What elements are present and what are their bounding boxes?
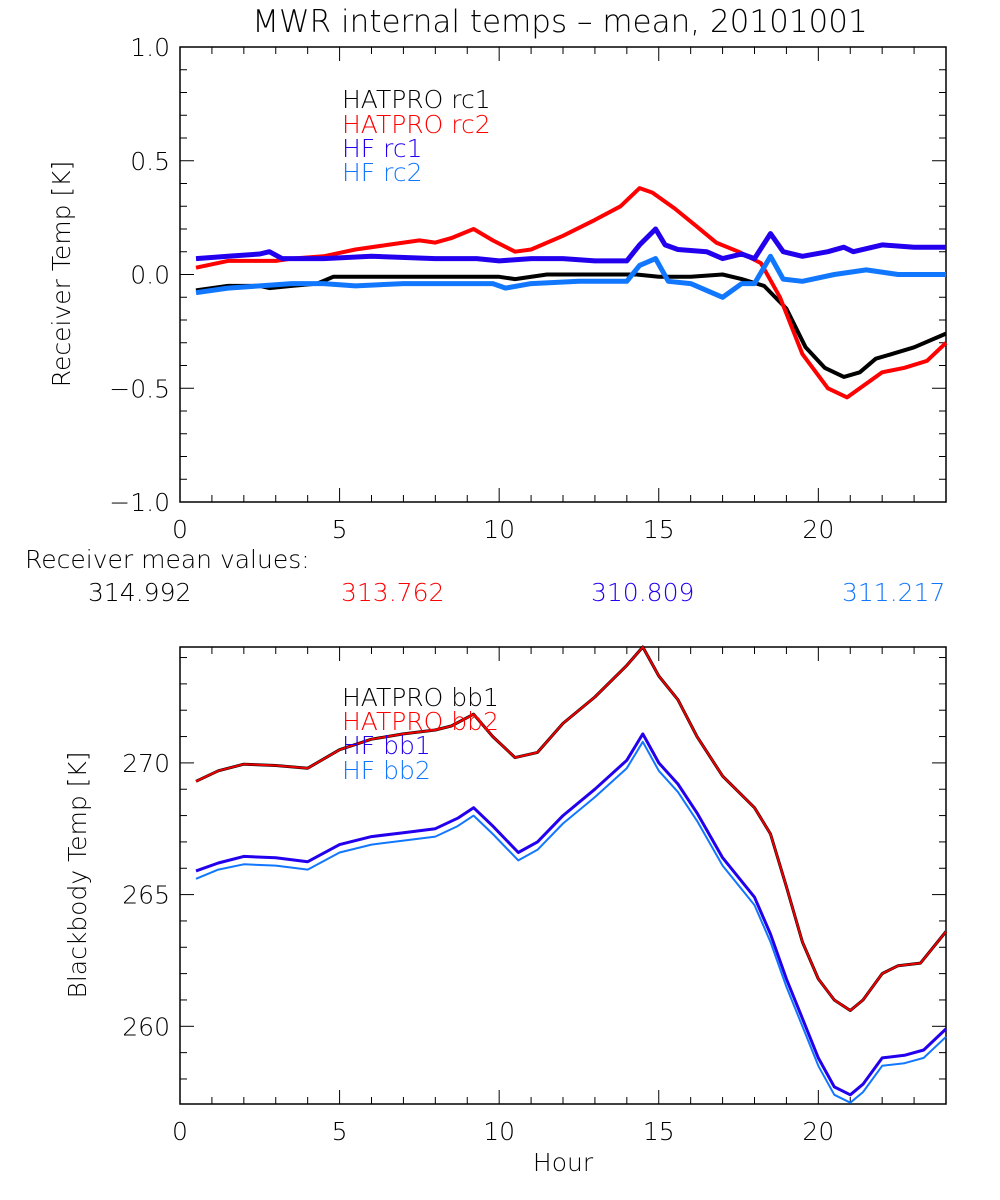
x-tick-label: 20 <box>802 1117 834 1146</box>
bottom-series-hatpro-bb2 <box>195 646 947 1012</box>
legend-hf-rc1: HF rc1 <box>342 134 423 163</box>
y-tick-label: 0.0 <box>130 261 170 290</box>
bottom-series <box>195 645 948 1104</box>
x-tick-label: 15 <box>643 1117 675 1146</box>
bottom-series-hatpro-bb1 <box>195 645 948 1012</box>
y-tick-label: 270 <box>122 749 170 778</box>
x-tick-label: 20 <box>802 515 834 544</box>
y-tick-label: 260 <box>122 1012 170 1041</box>
x-tick-label: 0 <box>172 1117 188 1146</box>
receiver-mean-label: Receiver mean values: <box>25 545 310 574</box>
bottom-series-hf-bb1 <box>195 732 948 1097</box>
x-tick-label: 0 <box>172 515 188 544</box>
bottom-plot-frame <box>179 646 947 1105</box>
bottom-ticks: 0 5 10 15 20 260 265 270 <box>122 647 947 1146</box>
receiver-mean-hf-rc1: 310.809 <box>591 578 694 607</box>
x-tick-label: 10 <box>483 515 515 544</box>
legend-hatpro-rc1: HATPRO rc1 <box>342 85 491 114</box>
legend-hatpro-bb1: HATPRO bb1 <box>342 683 499 712</box>
bottom-ylabel: Blackbody Temp [K] <box>63 751 92 998</box>
legend-hf-rc2: HF rc2 <box>342 158 423 187</box>
legend-hf-bb2: HF bb2 <box>342 756 431 785</box>
bottom-series-hf-bb2 <box>195 740 947 1104</box>
x-tick-label: 5 <box>332 1117 348 1146</box>
top-series-hatpro-rc2 <box>195 186 948 400</box>
receiver-mean-hf-rc2: 311.217 <box>842 578 945 607</box>
top-series-hf-rc1 <box>195 226 946 264</box>
bottom-panel: 0 5 10 15 20 260 265 270 Blackbody Temp [K] Hou… <box>63 645 948 1177</box>
top-ticks: 0 5 10 15 20 −1.0 −0.5 0.0 0.5 1.0 <box>109 33 947 544</box>
legend-hatpro-rc2: HATPRO rc2 <box>342 110 491 139</box>
top-ylabel: Receiver Temp [K] <box>47 161 76 388</box>
receiver-mean-hatpro-rc1: 314.992 <box>88 578 191 607</box>
chart-title: MWR internal temps – mean, 20101001 <box>252 4 867 40</box>
receiver-mean-hatpro-rc2: 313.762 <box>341 578 444 607</box>
legend-hatpro-bb2: HATPRO bb2 <box>342 707 499 736</box>
y-tick-label: 0.5 <box>130 147 170 176</box>
top-series <box>195 186 948 400</box>
bottom-xlabel: Hour <box>533 1148 594 1177</box>
top-series-hf-rc2 <box>195 253 946 300</box>
y-tick-label: −1.0 <box>109 488 170 517</box>
x-tick-label: 15 <box>643 515 675 544</box>
y-tick-label: 265 <box>122 881 170 910</box>
top-panel: 0 5 10 15 20 −1.0 −0.5 0.0 0.5 1.0 Receiver Temp … <box>47 33 948 544</box>
top-series-hatpro-rc1 <box>195 272 947 379</box>
legend-hf-bb1: HF bb1 <box>342 731 431 760</box>
top-legend: HATPRO rc1 HATPRO rc2 HF rc1 HF rc2 <box>342 85 491 187</box>
y-tick-label: 1.0 <box>130 33 170 62</box>
x-tick-label: 5 <box>332 515 348 544</box>
x-tick-label: 10 <box>483 1117 515 1146</box>
y-tick-label: −0.5 <box>109 374 170 403</box>
